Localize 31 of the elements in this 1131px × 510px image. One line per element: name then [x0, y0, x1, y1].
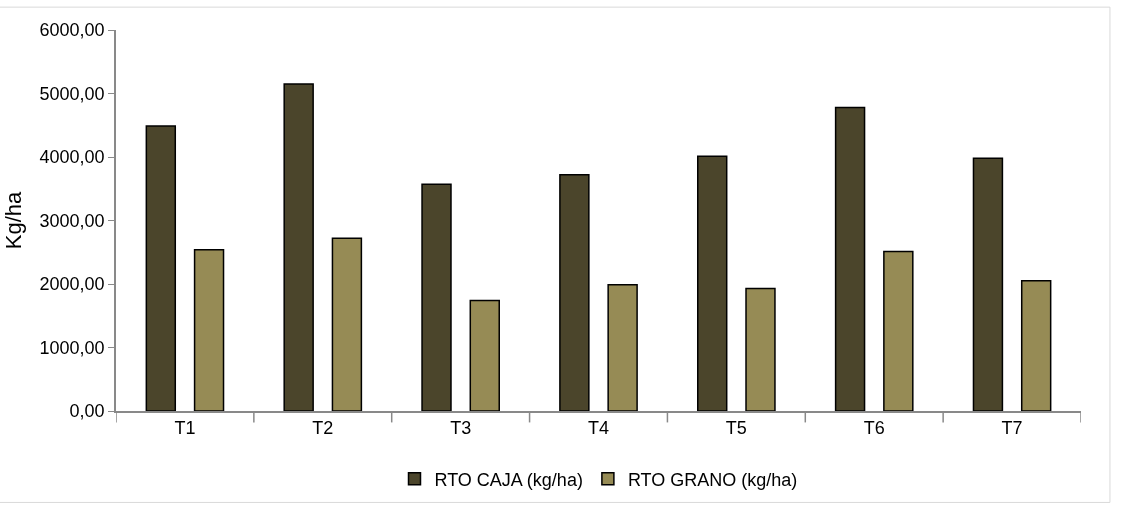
bar [331, 237, 363, 411]
bar [559, 174, 590, 411]
y-tick-label: 0,00 [69, 401, 105, 422]
bar [697, 155, 728, 411]
bar [1020, 280, 1052, 411]
x-tick-label: T7 [1001, 418, 1023, 439]
y-tick-label: 6000,00 [39, 20, 105, 41]
bar [834, 106, 866, 411]
bar [283, 83, 314, 411]
x-tick-label: T6 [863, 418, 885, 439]
x-tick-label: T2 [312, 418, 334, 439]
y-tick-label: 4000,00 [39, 147, 105, 168]
y-axis-title: Kg/ha [0, 190, 26, 250]
x-tick-label: T4 [587, 418, 610, 439]
bar [145, 125, 177, 411]
bar [469, 299, 500, 411]
bar [972, 157, 1004, 411]
bar [745, 287, 776, 411]
y-tick-label: 2000,00 [39, 274, 105, 295]
y-tick-label: 1000,00 [39, 337, 105, 358]
bar [421, 183, 452, 411]
y-tick-label: 3000,00 [39, 210, 105, 231]
bar [883, 250, 914, 411]
x-tick-label: T3 [450, 418, 472, 439]
x-tick-label: T5 [725, 418, 747, 439]
bar [193, 248, 225, 411]
y-tick-label: 5000,00 [39, 83, 105, 104]
x-tick-label: T1 [174, 418, 196, 439]
legend-label: RTO GRANO (kg/ha) [627, 469, 798, 490]
bar [607, 283, 638, 411]
legend-label: RTO CAJA (kg/ha) [434, 469, 583, 490]
